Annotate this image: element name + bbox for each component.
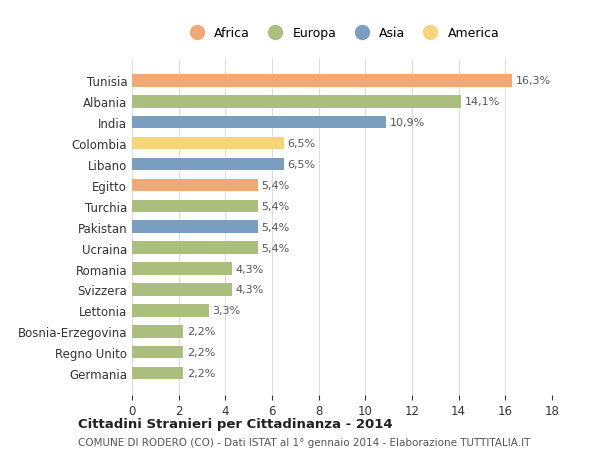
Bar: [132, 284, 232, 296]
Bar: [132, 325, 184, 338]
Text: 2,2%: 2,2%: [187, 368, 215, 378]
Text: 6,5%: 6,5%: [287, 160, 315, 170]
Text: 2,2%: 2,2%: [187, 347, 215, 358]
Legend: Africa, Europa, Asia, America: Africa, Europa, Asia, America: [179, 22, 505, 45]
Bar: [132, 158, 284, 171]
Bar: [132, 117, 386, 129]
Text: 4,3%: 4,3%: [236, 285, 264, 295]
Bar: [132, 367, 184, 380]
Text: 14,1%: 14,1%: [464, 97, 500, 107]
Bar: [132, 304, 209, 317]
Text: 16,3%: 16,3%: [516, 76, 551, 86]
Bar: [132, 138, 284, 150]
Text: 6,5%: 6,5%: [287, 139, 315, 149]
Text: 5,4%: 5,4%: [262, 222, 290, 232]
Text: 5,4%: 5,4%: [262, 180, 290, 190]
Bar: [132, 346, 184, 358]
Text: 4,3%: 4,3%: [236, 264, 264, 274]
Text: 5,4%: 5,4%: [262, 202, 290, 211]
Text: 5,4%: 5,4%: [262, 243, 290, 253]
Bar: [132, 221, 258, 234]
Bar: [132, 200, 258, 213]
Bar: [132, 242, 258, 254]
Text: 2,2%: 2,2%: [187, 326, 215, 336]
Bar: [132, 179, 258, 192]
Text: COMUNE DI RODERO (CO) - Dati ISTAT al 1° gennaio 2014 - Elaborazione TUTTITALIA.: COMUNE DI RODERO (CO) - Dati ISTAT al 1°…: [78, 437, 530, 447]
Text: 3,3%: 3,3%: [212, 306, 241, 316]
Bar: [132, 96, 461, 108]
Text: Cittadini Stranieri per Cittadinanza - 2014: Cittadini Stranieri per Cittadinanza - 2…: [78, 417, 392, 430]
Bar: [132, 75, 512, 87]
Text: 10,9%: 10,9%: [390, 118, 425, 128]
Bar: [132, 263, 232, 275]
